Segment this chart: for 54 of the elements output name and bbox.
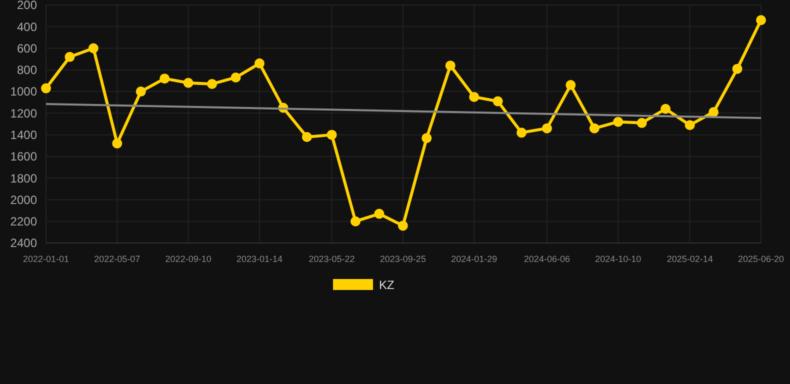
point (112, 138, 122, 148)
y-tick-label: 2200 (10, 214, 38, 229)
point (756, 15, 766, 26)
point (469, 92, 480, 102)
x-tick-label: 2024-10-10 (595, 254, 642, 264)
x-tick-label: 2025-06-20 (738, 254, 784, 264)
y-tick-label: 1800 (10, 171, 38, 186)
point (708, 107, 719, 118)
point (445, 60, 456, 71)
point (254, 58, 264, 68)
x-tick-label: 2023-01-14 (236, 254, 283, 264)
point (566, 80, 576, 90)
y-tick-label: 2000 (10, 192, 38, 207)
x-tick-label: 2023-05-22 (308, 254, 355, 264)
point (732, 64, 742, 74)
x-tick-label: 2022-09-10 (165, 254, 212, 264)
point (326, 130, 337, 140)
point (230, 72, 241, 82)
point (160, 74, 170, 84)
point (88, 43, 98, 54)
legend-label: KZ (379, 278, 394, 292)
point (374, 208, 384, 219)
point (684, 120, 695, 130)
x-tick-label: 2022-01-01 (22, 254, 70, 264)
point (398, 220, 408, 231)
y-tick-label: 1200 (10, 106, 38, 120)
x-tick-label: 2025-02-14 (666, 254, 713, 264)
point (613, 116, 624, 127)
point (660, 104, 671, 114)
y-tick-label: 200 (16, 0, 38, 12)
y-tick-label: 1400 (10, 128, 38, 142)
point (41, 83, 51, 94)
x-tick-label: 2024-01-29 (451, 254, 498, 264)
point (636, 118, 647, 128)
point (207, 78, 218, 89)
x-tick-label: 2022-05-07 (94, 254, 140, 264)
point (350, 216, 360, 226)
point (542, 123, 552, 134)
y-tick-label: 600 (16, 41, 38, 56)
x-tick-label: 2023-09-25 (380, 254, 426, 264)
y-tick-label: 400 (16, 20, 38, 34)
point (516, 128, 527, 138)
point (64, 52, 75, 62)
point (136, 86, 146, 97)
point (422, 133, 432, 144)
y-tick-label: 2400 (10, 236, 38, 250)
y-tick-label: 1600 (10, 150, 38, 164)
point (589, 123, 600, 134)
x-tick-label: 2024-06-06 (524, 254, 570, 264)
point (302, 132, 312, 142)
y-tick-label: 1000 (10, 84, 38, 99)
y-tick-label: 800 (16, 63, 38, 78)
point (492, 96, 503, 106)
point (183, 78, 194, 88)
